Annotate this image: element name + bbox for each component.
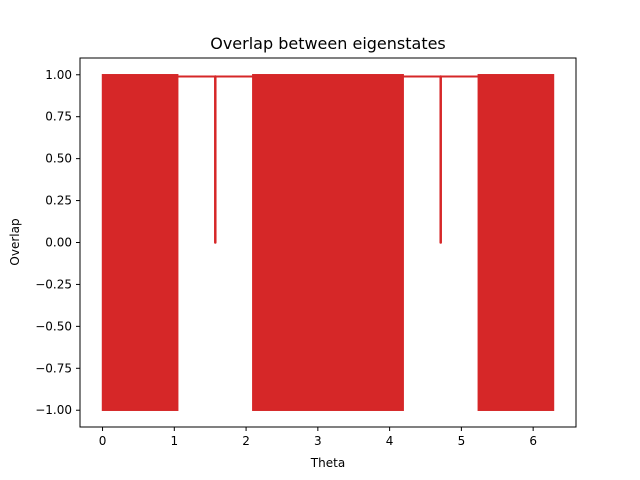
y-tick-label: −0.25 [35,277,72,291]
x-axis-label: Theta [310,456,345,470]
y-tick-label: −0.50 [35,319,72,333]
x-tick-label: 6 [529,434,537,448]
x-tick-label: 3 [314,434,322,448]
y-tick-label: 0.75 [45,110,72,124]
y-axis-ticks: −1.00 −0.75 −0.50 −0.25 0.00 0.25 0.50 0.75 1.00 [35,68,80,417]
y-tick-label: 0.00 [45,236,72,250]
series-band [477,74,555,411]
x-tick-label: 2 [242,434,250,448]
x-tick-label: 0 [99,434,107,448]
x-axis-ticks: 0 1 2 3 4 5 6 [99,427,537,448]
chart-title: Overlap between eigenstates [210,34,446,53]
x-tick-label: 5 [458,434,466,448]
plot-area [101,74,555,411]
x-tick-label: 4 [386,434,394,448]
y-axis-label: Overlap [8,218,22,265]
series-band [101,74,179,411]
series-band [252,74,404,411]
y-tick-label: 0.25 [45,194,72,208]
x-tick-label: 1 [170,434,178,448]
y-tick-label: 0.50 [45,152,72,166]
y-tick-label: −0.75 [35,361,72,375]
y-tick-label: −1.00 [35,403,72,417]
y-tick-label: 1.00 [45,68,72,82]
